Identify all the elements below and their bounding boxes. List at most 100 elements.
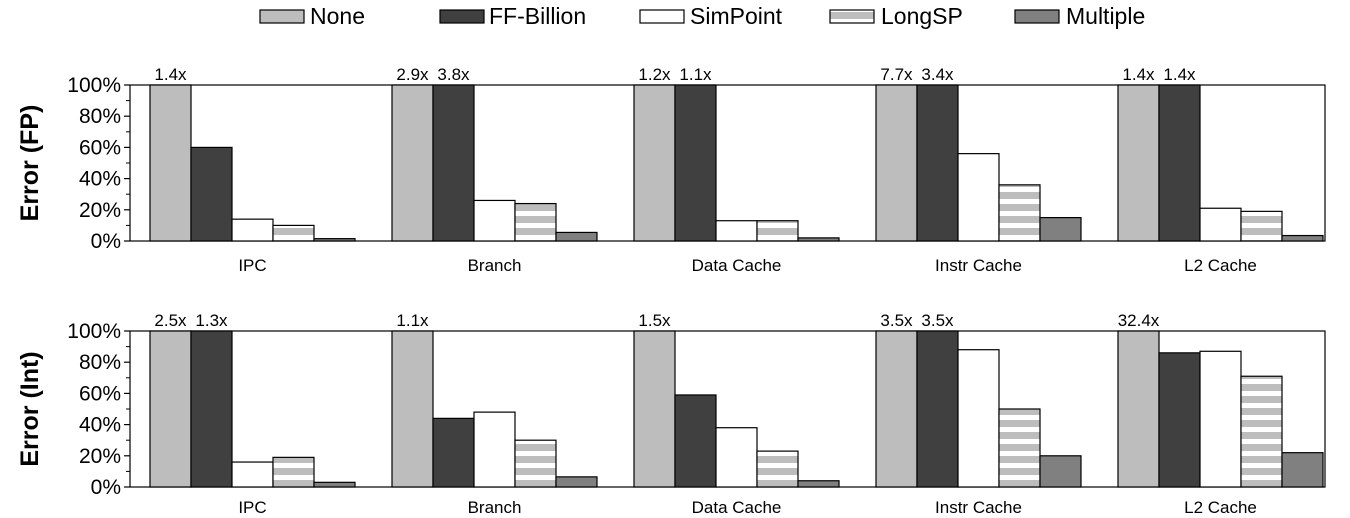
legend-label-multiple: Multiple bbox=[1066, 3, 1145, 29]
bar-none-ipc bbox=[149, 84, 192, 242]
y-tick-label: 60% bbox=[79, 136, 121, 159]
bar-group-data-cache bbox=[633, 84, 840, 242]
x-category-label: IPC bbox=[238, 256, 266, 275]
bar-simpoint-ipc bbox=[231, 461, 274, 488]
bar-ff-billion-l2-cache bbox=[1158, 84, 1201, 242]
bar-multiple-ipc bbox=[313, 481, 356, 488]
bar-simpoint-branch bbox=[473, 199, 516, 242]
bar-annotation: 1.4x bbox=[1122, 65, 1155, 84]
y-tick-label: 60% bbox=[79, 382, 121, 405]
legend-item-multiple: Multiple bbox=[1014, 3, 1145, 29]
bar-longsp-instr-cache bbox=[998, 408, 1041, 488]
y-tick-label: 20% bbox=[79, 445, 121, 468]
bar-annotation: 1.4x bbox=[1163, 65, 1196, 84]
legend-swatch-none bbox=[259, 9, 305, 24]
y-tick-label: 100% bbox=[67, 320, 121, 343]
bar-annotation: 32.4x bbox=[1118, 311, 1160, 330]
legend-label-none: None bbox=[310, 3, 365, 29]
bar-multiple-data-cache bbox=[797, 480, 840, 488]
bar-annotation: 1.2x bbox=[638, 65, 671, 84]
bar-group-data-cache bbox=[633, 330, 840, 488]
bar-simpoint-instr-cache bbox=[957, 153, 1000, 242]
y-axis-label: Error (Int) bbox=[16, 351, 44, 466]
bar-longsp-instr-cache bbox=[998, 184, 1041, 242]
bar-simpoint-l2-cache bbox=[1199, 350, 1242, 488]
y-axis-label: Error (FP) bbox=[16, 105, 44, 222]
bar-longsp-ipc bbox=[272, 224, 315, 242]
legend-swatch-multiple bbox=[1014, 9, 1060, 24]
bar-annotation: 1.3x bbox=[195, 311, 228, 330]
bar-group-branch bbox=[391, 330, 598, 488]
legend-label-ff-billion: FF-Billion bbox=[489, 3, 586, 29]
bar-longsp-l2-cache bbox=[1240, 210, 1283, 242]
y-tick-label: 0% bbox=[91, 230, 121, 253]
bar-ff-billion-ipc bbox=[190, 146, 233, 242]
bar-none-l2-cache bbox=[1117, 330, 1160, 488]
y-tick-label: 40% bbox=[79, 414, 121, 437]
bar-annotation: 1.4x bbox=[154, 65, 187, 84]
bar-multiple-instr-cache bbox=[1039, 217, 1082, 242]
bar-longsp-data-cache bbox=[756, 450, 799, 488]
bar-annotation: 1.1x bbox=[679, 65, 712, 84]
bar-none-data-cache bbox=[633, 84, 676, 242]
legend: None FF-Billion SimPoint LongSP Multiple bbox=[259, 3, 1145, 29]
bar-simpoint-instr-cache bbox=[957, 349, 1000, 488]
y-tick-label: 80% bbox=[79, 351, 121, 374]
x-category-label: Instr Cache bbox=[935, 498, 1022, 517]
legend-label-simpoint: SimPoint bbox=[690, 3, 783, 29]
bar-annotation: 1.5x bbox=[638, 311, 671, 330]
bar-longsp-data-cache bbox=[756, 220, 799, 242]
bar-none-instr-cache bbox=[875, 330, 918, 488]
bar-multiple-instr-cache bbox=[1039, 455, 1082, 488]
bar-ff-billion-ipc bbox=[190, 330, 233, 488]
legend-swatch-ff-billion bbox=[439, 9, 485, 24]
bar-group-l2-cache bbox=[1117, 330, 1324, 488]
legend-item-longsp: LongSP bbox=[829, 3, 963, 29]
bar-none-ipc bbox=[149, 330, 192, 488]
x-category-label: Instr Cache bbox=[935, 256, 1022, 275]
bar-annotation: 3.4x bbox=[921, 65, 954, 84]
bar-simpoint-branch bbox=[473, 411, 516, 488]
bar-annotation: 2.9x bbox=[396, 65, 429, 84]
legend-item-simpoint: SimPoint bbox=[639, 3, 783, 29]
bar-group-ipc bbox=[149, 330, 356, 488]
bar-multiple-l2-cache bbox=[1281, 234, 1324, 242]
bar-group-ipc bbox=[149, 84, 356, 242]
bar-simpoint-data-cache bbox=[715, 220, 758, 242]
bar-ff-billion-data-cache bbox=[674, 84, 717, 242]
chart-panels: 0% 20% 40% 60% 80% 100% Error (FP) IPC Branch Dat… bbox=[16, 65, 1326, 517]
bar-multiple-data-cache bbox=[797, 237, 840, 242]
bar-annotation: 7.7x bbox=[880, 65, 913, 84]
bar-none-data-cache bbox=[633, 330, 676, 488]
bar-annotation: 3.5x bbox=[880, 311, 913, 330]
bar-longsp-l2-cache bbox=[1240, 375, 1283, 488]
bar-annotation: 2.5x bbox=[154, 311, 187, 330]
bar-simpoint-ipc bbox=[231, 218, 274, 242]
bar-multiple-l2-cache bbox=[1281, 452, 1324, 488]
y-tick-label: 100% bbox=[67, 74, 121, 97]
bar-multiple-ipc bbox=[313, 238, 356, 242]
bar-ff-billion-branch bbox=[432, 84, 475, 242]
x-category-label: IPC bbox=[238, 498, 266, 517]
bar-none-instr-cache bbox=[875, 84, 918, 242]
x-category-label: L2 Cache bbox=[1184, 498, 1257, 517]
y-tick-label: 80% bbox=[79, 105, 121, 128]
bar-none-l2-cache bbox=[1117, 84, 1160, 242]
bar-group-branch bbox=[391, 84, 598, 242]
x-category-label: Branch bbox=[468, 498, 522, 517]
x-category-label: L2 Cache bbox=[1184, 256, 1257, 275]
bar-simpoint-data-cache bbox=[715, 427, 758, 488]
y-tick-label: 20% bbox=[79, 199, 121, 222]
bar-ff-billion-instr-cache bbox=[916, 84, 959, 242]
bar-multiple-branch bbox=[555, 476, 598, 488]
bar-ff-billion-data-cache bbox=[674, 394, 717, 488]
bar-multiple-branch bbox=[555, 231, 598, 242]
y-tick-label: 40% bbox=[79, 168, 121, 191]
x-category-label: Data Cache bbox=[692, 498, 782, 517]
bar-ff-billion-l2-cache bbox=[1158, 352, 1201, 488]
y-tick-label: 0% bbox=[91, 476, 121, 499]
legend-item-ff-billion: FF-Billion bbox=[439, 3, 586, 29]
legend-swatch-simpoint bbox=[639, 9, 685, 24]
